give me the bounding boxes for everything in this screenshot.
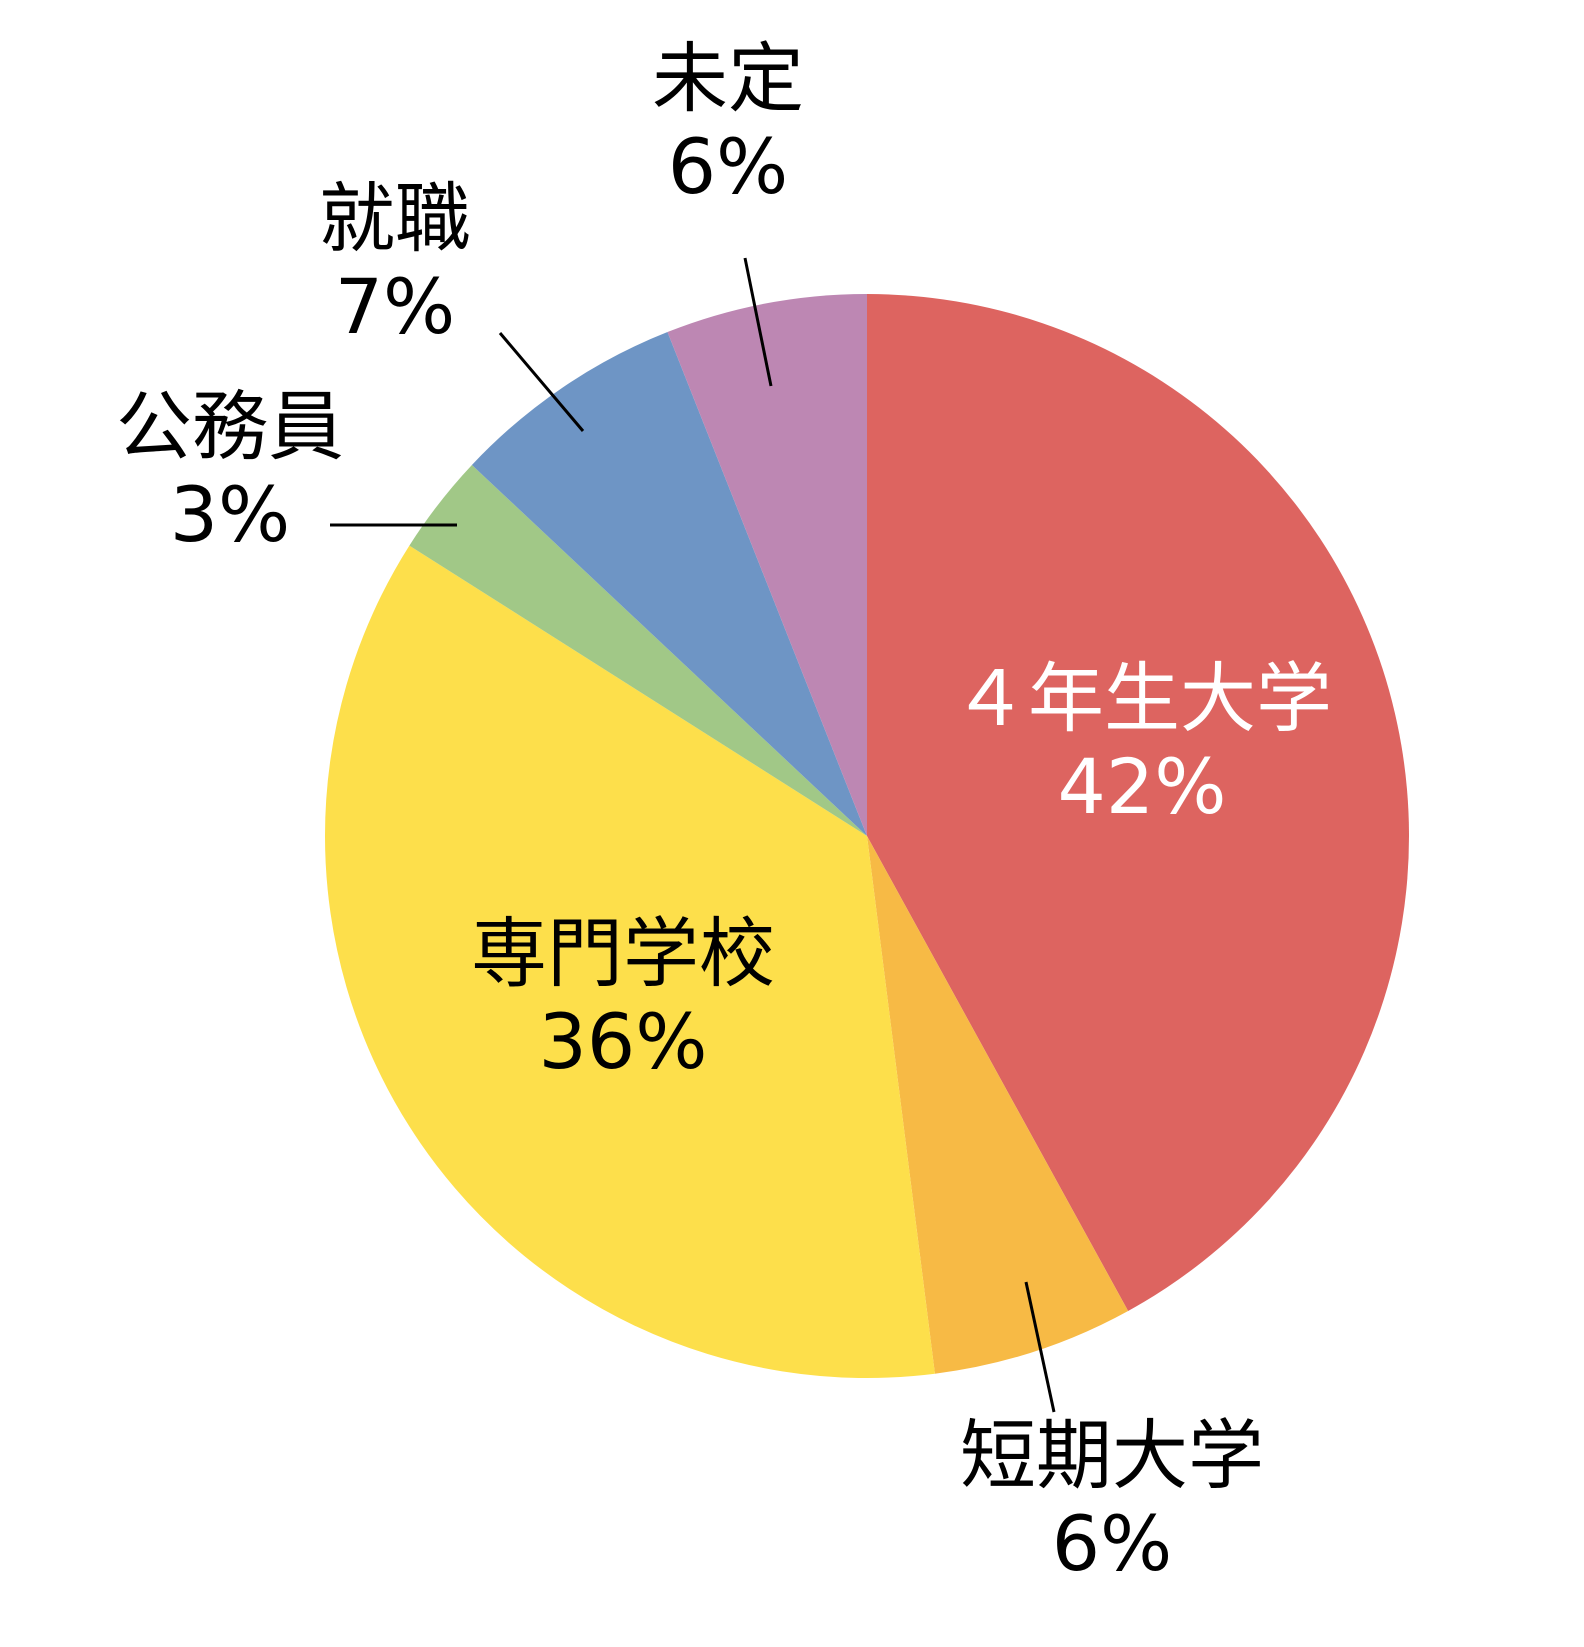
leader-line-2 xyxy=(1024,1281,1056,1413)
value-label-3: 36% xyxy=(539,997,708,1086)
leader-line-5 xyxy=(498,332,585,432)
pie-slice-2 xyxy=(867,836,1129,1374)
pie-slices xyxy=(324,294,1410,1379)
leader-lines xyxy=(330,257,1056,1413)
leader-line-6 xyxy=(743,257,773,387)
label-four-year-university: ４年生大学 xyxy=(952,654,1332,743)
pie-slice-3 xyxy=(324,545,935,1379)
label-vocational-school: 専門学校 xyxy=(471,909,775,998)
value-label-5: 7% xyxy=(335,262,456,351)
label-undecided: 未定 xyxy=(652,34,804,123)
value-label-1: 42% xyxy=(1058,742,1227,831)
pie-slice-1 xyxy=(867,294,1410,1311)
value-label-2: 6% xyxy=(1052,1499,1173,1588)
value-label-6: 6% xyxy=(668,122,789,211)
pie-slice-4 xyxy=(409,464,867,836)
pie-slice-6 xyxy=(667,294,867,836)
label-junior-college: 短期大学 xyxy=(960,1411,1264,1500)
label-employment: 就職 xyxy=(319,174,471,263)
label-civil-servant: 公務員 xyxy=(116,382,344,471)
pie-slice-5 xyxy=(471,332,867,836)
value-label-4: 3% xyxy=(170,470,291,559)
